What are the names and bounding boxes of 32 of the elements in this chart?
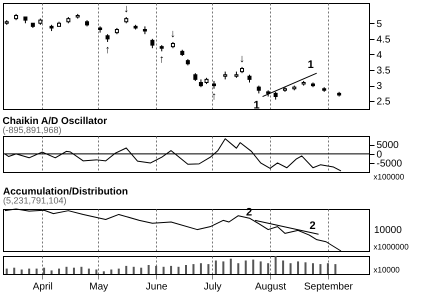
x-tick-label: August <box>254 282 286 292</box>
x-tick-label: May <box>89 282 108 292</box>
y-axis-title: x1000000 <box>374 242 410 252</box>
annotation: ↑ <box>104 44 110 56</box>
y-tick-label: 4 <box>376 50 382 61</box>
y-tick-label: 5 <box>376 18 382 30</box>
chart-title: Accumulation/Distribution <box>3 186 128 198</box>
y-tick-label: 5000 <box>376 140 400 152</box>
annotation: 1 <box>254 100 260 112</box>
annotation: ↑ <box>211 90 217 103</box>
x-tick-label: September <box>304 282 354 292</box>
annotation: 2 <box>310 220 316 232</box>
chart-subtitle: (5,231,791,104) <box>3 195 67 206</box>
y-tick-label: 2.5 <box>376 96 391 108</box>
y-axis-title: x100000 <box>374 172 405 182</box>
y-tick-label: -5000 <box>376 158 403 170</box>
chart-subtitle: (-895,891,968) <box>2 125 62 135</box>
x-tick-label: June <box>146 282 168 292</box>
x-tick-label: July <box>204 282 222 292</box>
annotation: ↓ <box>239 52 245 65</box>
y-axis-title: x10000 <box>374 266 400 274</box>
annotation: ↓ <box>170 28 176 40</box>
y-tick-label: 3 <box>376 81 382 92</box>
text: 10000 <box>374 225 402 236</box>
y-tick-label: 0 <box>376 149 382 160</box>
y-tick-label: 3.5 <box>376 66 391 77</box>
annotation: ↑ <box>158 53 164 66</box>
y-tick-label: 4.5 <box>376 34 391 46</box>
annotation: ↓ <box>123 3 129 16</box>
annotation: 1 <box>308 59 314 72</box>
x-tick-label: April <box>32 282 53 292</box>
chart-title: Chaikin A/D Oscillator <box>2 116 108 127</box>
